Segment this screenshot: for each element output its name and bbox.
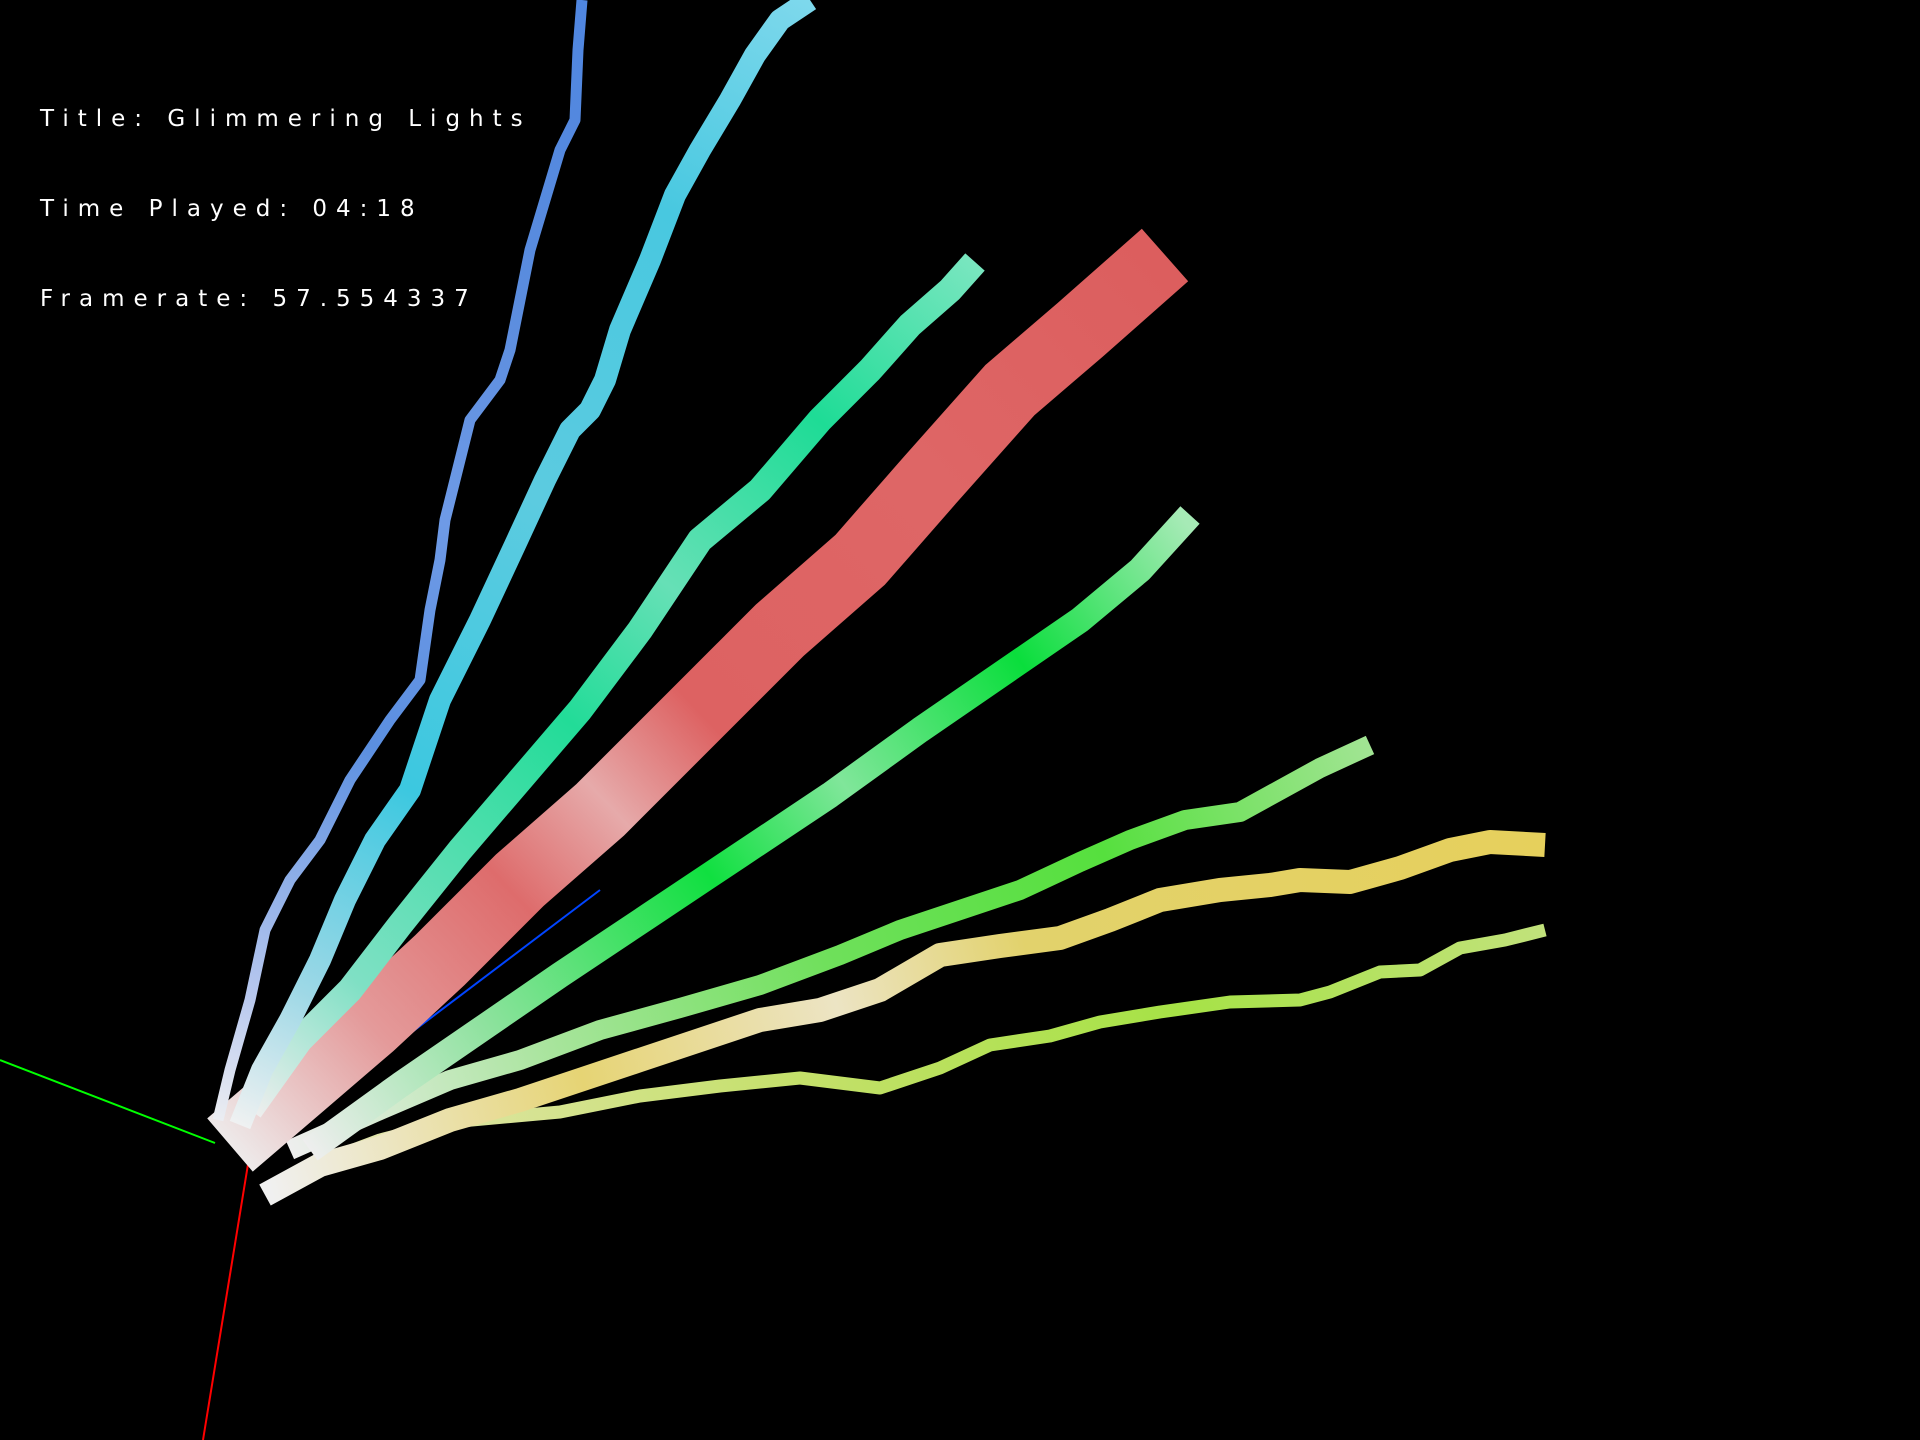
ribbon-teal [239, 253, 985, 1118]
hud-time-played: Time Played: 04:18 [40, 196, 424, 222]
ribbon-green [302, 506, 1200, 1161]
hud-framerate: Framerate: 57.554337 [40, 286, 478, 312]
ribbon-chartreuse [297, 923, 1547, 1177]
axis-y-line [202, 1151, 251, 1440]
ribbon-lime [285, 735, 1375, 1160]
hud-title: Title: Glimmering Lights [40, 106, 532, 132]
ribbon-red [207, 228, 1189, 1172]
ribbon-yellow [259, 830, 1546, 1206]
ribbon-cyan [229, 0, 817, 1130]
ribbon-blue [212, 0, 588, 1122]
axis-x-line [0, 1059, 216, 1144]
hud-overlay: Title: Glimmering Lights Time Played: 04… [40, 44, 532, 344]
